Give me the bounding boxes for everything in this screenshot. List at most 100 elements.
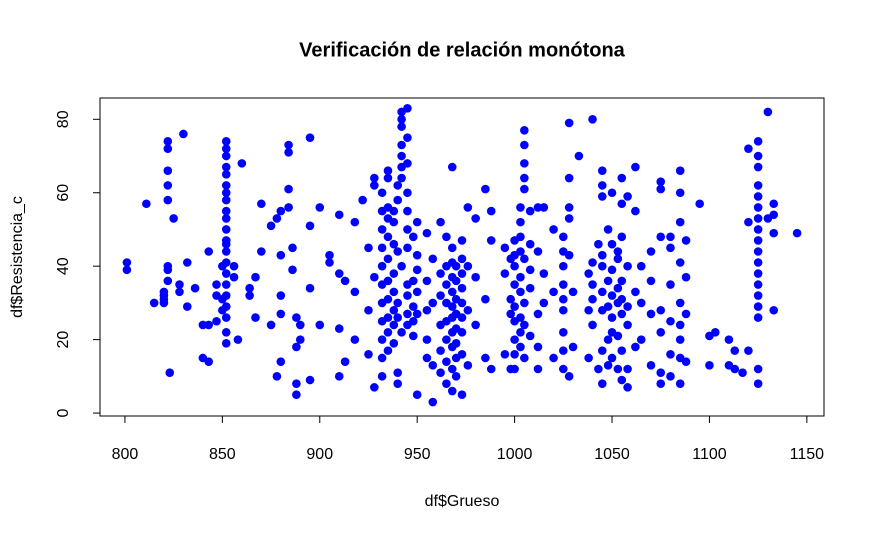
point [603,276,613,286]
point [457,269,467,278]
point [753,258,763,267]
point [549,287,558,297]
point [753,379,763,388]
point [631,342,640,352]
point [631,287,640,297]
point [442,280,451,289]
point [588,258,597,267]
point [646,309,656,319]
point [666,232,675,242]
point [763,107,773,117]
point [636,261,646,271]
point [305,283,315,293]
point [397,151,406,161]
point [325,250,334,260]
point [397,261,406,271]
point [447,162,457,172]
point [675,217,685,227]
point [486,364,496,374]
point [383,254,393,264]
y-tick-label: 80 [55,110,72,128]
point [389,287,399,297]
point [603,361,613,370]
point [305,221,315,231]
point [182,258,192,267]
point [377,261,387,271]
point [221,181,231,190]
point [436,291,445,300]
point [221,195,231,205]
point [500,243,510,253]
point [163,181,173,190]
point [597,379,607,388]
point [597,181,607,190]
point [623,302,632,311]
point [617,309,627,319]
point [451,372,461,381]
point [564,372,574,381]
point [753,192,763,201]
point [442,335,451,344]
y-axis-label: df$Resistencia_c [9,196,26,318]
point [539,269,549,278]
point [607,291,617,300]
point [447,287,457,297]
point [623,261,632,271]
point [179,129,188,139]
point [169,214,178,223]
point [597,250,607,260]
point [520,298,529,308]
point [292,379,301,388]
x-tick-label: 850 [209,446,236,463]
point [237,159,247,168]
point [597,287,607,297]
point [383,276,393,286]
point [350,335,360,344]
point [588,294,597,304]
point [769,199,779,209]
point [607,239,617,249]
x-tick-label: 900 [306,446,333,463]
x-tick-label: 1050 [594,446,630,463]
point [564,250,574,260]
point [251,272,260,282]
point [245,283,254,293]
point [516,342,525,352]
point [486,206,496,216]
point [510,350,519,359]
point [520,320,529,330]
point [656,184,666,194]
point [471,272,480,282]
point [364,350,373,359]
point [334,324,344,333]
point [383,346,393,355]
point [221,162,231,172]
point [175,287,184,297]
point [559,261,568,271]
chart-title: Verificación de relación monótona [299,39,626,61]
point [315,203,325,212]
point [597,166,607,176]
point [613,254,623,264]
point [451,276,461,286]
point [284,184,293,194]
point [403,225,412,234]
x-tick-label: 1100 [692,446,727,463]
point [533,247,543,256]
point [389,217,399,227]
point [520,126,529,135]
point [221,269,231,278]
point [539,298,549,308]
point [436,217,445,227]
point [744,346,753,355]
point [568,287,578,297]
point [730,364,740,374]
point [613,283,623,293]
point [457,236,467,245]
point [666,372,675,381]
point [221,280,231,289]
point [350,287,360,297]
point [334,269,344,278]
point [792,228,802,238]
point [588,114,597,124]
